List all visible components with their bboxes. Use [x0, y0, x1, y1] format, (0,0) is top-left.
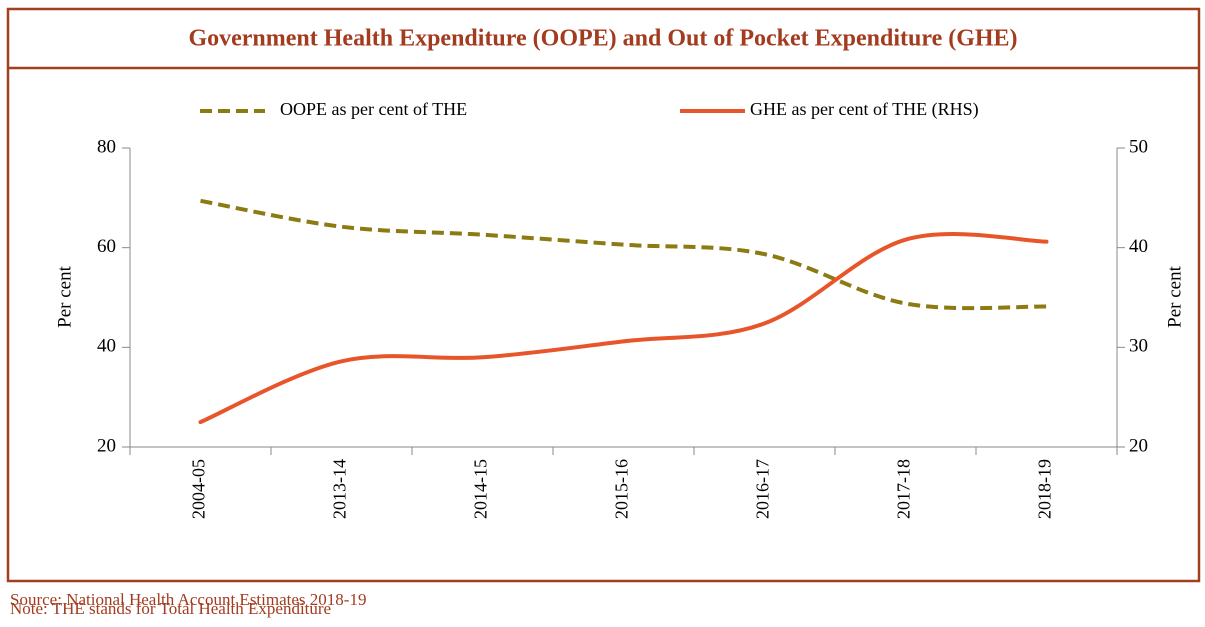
x-tick-label: 2018-19 — [1035, 459, 1055, 519]
y-tick-label: 80 — [97, 136, 116, 157]
source: Source: National Health Account Estimate… — [10, 590, 366, 609]
y2-tick-label: 50 — [1129, 136, 1148, 157]
x-tick-label: 2013-14 — [330, 459, 350, 519]
x-tick-label: 2015-16 — [612, 459, 632, 519]
y-tick-label: 60 — [97, 236, 116, 257]
series-line — [198, 232, 1049, 425]
y-tick-label: 40 — [97, 336, 116, 357]
y-axis-label: Per cent — [54, 265, 75, 327]
legend-label: OOPE as per cent of THE — [280, 99, 467, 119]
series-line — [200, 198, 1047, 311]
y2-tick-label: 40 — [1129, 236, 1148, 257]
frame — [6, 7, 1201, 583]
legend-label: GHE as per cent of THE (RHS) — [750, 99, 979, 120]
y2-tick-label: 20 — [1129, 435, 1148, 456]
x-tick-label: 2014-15 — [471, 459, 491, 519]
x-tick-label: 2017-18 — [894, 459, 914, 519]
chart-title: Government Health Expenditure (OOPE) and… — [188, 26, 1017, 52]
y-tick-label: 20 — [97, 435, 116, 456]
y2-axis-label: Per cent — [1164, 265, 1185, 327]
note: Note: THE stands for Total Health Expend… — [10, 599, 331, 618]
x-tick-label: 2004-05 — [189, 459, 209, 519]
x-tick-label: 2016-17 — [753, 459, 773, 519]
y2-tick-label: 30 — [1129, 336, 1148, 357]
